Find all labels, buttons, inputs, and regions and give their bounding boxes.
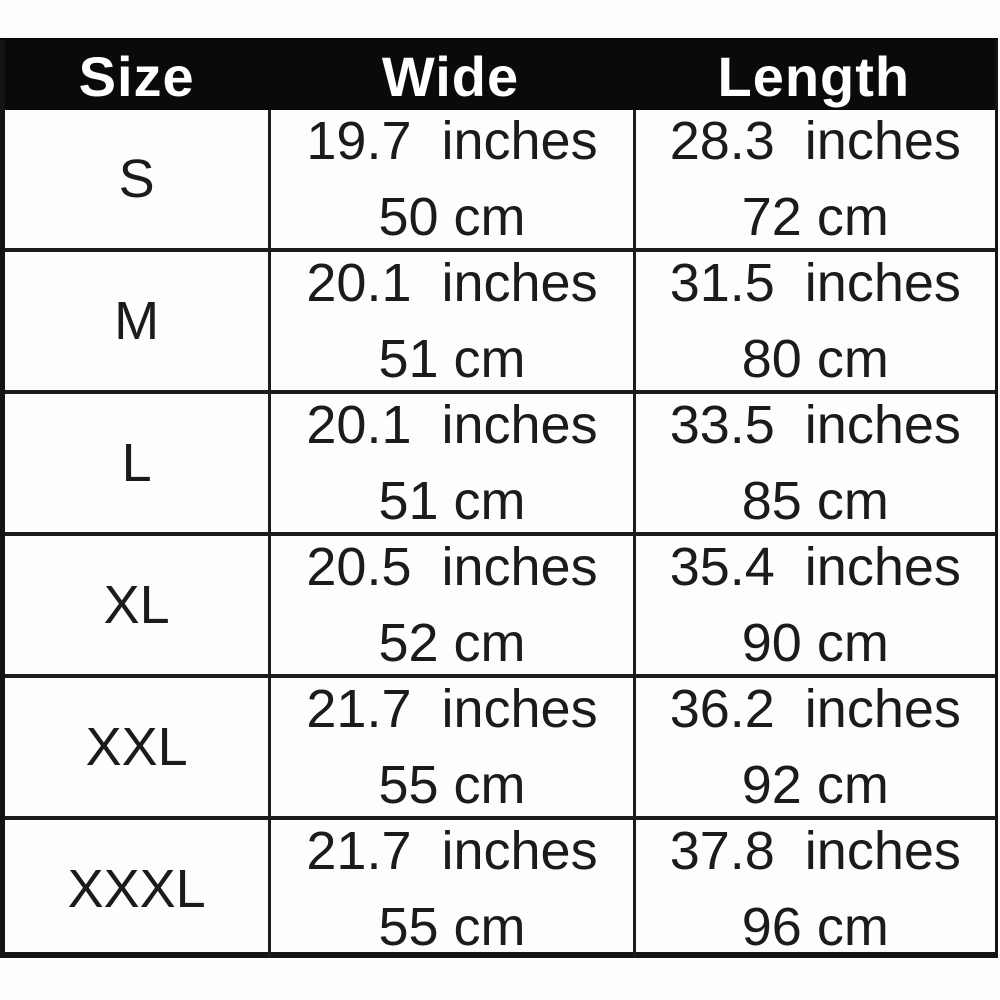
column-header-size: Size	[78, 44, 195, 108]
wide-inches-value: 20.1 inches	[306, 395, 598, 455]
table-row-xxl: XXL 21.7 inches 55 cm 36.2 inches 92 cm	[5, 674, 995, 816]
length-cell: 33.5 inches 85 cm	[632, 394, 995, 532]
wide-inches-value: 21.7 inches	[306, 821, 598, 881]
size-label: XXXL	[67, 859, 206, 919]
size-label: XXL	[85, 717, 188, 777]
length-inches-value: 33.5 inches	[669, 395, 961, 455]
table-row-m: M 20.1 inches 51 cm 31.5 inches 80 cm	[5, 248, 995, 390]
table-row-s: S 19.7 inches 50 cm 28.3 inches 72 cm	[5, 110, 995, 248]
wide-cm-value: 55 cm	[378, 897, 526, 957]
length-inches-value: 36.2 inches	[669, 679, 961, 739]
length-inches-value: 28.3 inches	[669, 111, 961, 171]
wide-cm-value: 55 cm	[378, 755, 526, 815]
wide-cell: 19.7 inches 50 cm	[268, 110, 632, 248]
wide-cm-value: 51 cm	[378, 329, 526, 389]
length-cm-value: 96 cm	[741, 897, 889, 957]
table-row-l: L 20.1 inches 51 cm 33.5 inches 85 cm	[5, 390, 995, 532]
wide-cm-value: 51 cm	[378, 471, 526, 531]
wide-cell: 20.5 inches 52 cm	[268, 536, 632, 674]
column-header-length: Length	[717, 44, 911, 108]
length-inches-value: 35.4 inches	[669, 537, 961, 597]
table-row-xl: XL 20.5 inches 52 cm 35.4 inches 90 cm	[5, 532, 995, 674]
table-header-row: Size Wide Length	[5, 42, 995, 110]
size-chart-table: Size Wide Length S 19.7 inches 50 cm 28.…	[0, 38, 998, 958]
length-cell: 31.5 inches 80 cm	[632, 252, 995, 390]
size-label: S	[118, 149, 155, 209]
wide-cm-value: 50 cm	[378, 187, 526, 247]
length-inches-value: 31.5 inches	[669, 253, 961, 313]
wide-cell: 20.1 inches 51 cm	[268, 252, 632, 390]
length-inches-value: 37.8 inches	[669, 821, 961, 881]
wide-cell: 21.7 inches 55 cm	[268, 678, 632, 816]
size-label: M	[114, 291, 160, 351]
wide-cell: 20.1 inches 51 cm	[268, 394, 632, 532]
size-label: L	[121, 433, 152, 493]
length-cm-value: 92 cm	[741, 755, 889, 815]
length-cell: 35.4 inches 90 cm	[632, 536, 995, 674]
wide-inches-value: 20.1 inches	[306, 253, 598, 313]
wide-cell: 21.7 inches 55 cm	[268, 820, 632, 958]
length-cm-value: 72 cm	[741, 187, 889, 247]
wide-cm-value: 52 cm	[378, 613, 526, 673]
length-cm-value: 90 cm	[741, 613, 889, 673]
length-cm-value: 80 cm	[741, 329, 889, 389]
length-cell: 28.3 inches 72 cm	[632, 110, 995, 248]
wide-inches-value: 21.7 inches	[306, 679, 598, 739]
column-header-wide: Wide	[381, 44, 520, 108]
wide-inches-value: 20.5 inches	[306, 537, 598, 597]
length-cm-value: 85 cm	[741, 471, 889, 531]
size-label: XL	[103, 575, 170, 635]
length-cell: 37.8 inches 96 cm	[632, 820, 995, 958]
table-row-xxxl: XXXL 21.7 inches 55 cm 37.8 inches 96 cm	[5, 816, 995, 958]
length-cell: 36.2 inches 92 cm	[632, 678, 995, 816]
wide-inches-value: 19.7 inches	[306, 111, 598, 171]
